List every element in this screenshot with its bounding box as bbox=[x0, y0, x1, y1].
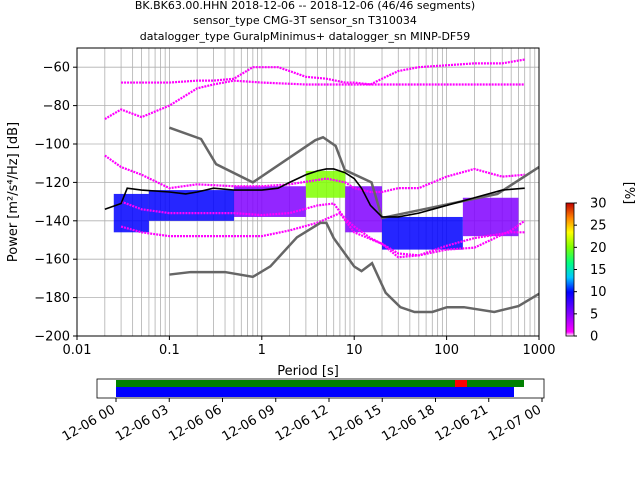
figure-subtitle-sensor: sensor_type CMG-3T sensor_sn T310034 bbox=[193, 14, 417, 27]
y-tick-label: −180 bbox=[34, 291, 70, 306]
percentile-curve bbox=[104, 154, 525, 194]
y-tick-label: −200 bbox=[34, 330, 70, 345]
nlnm-curve bbox=[169, 221, 540, 314]
y-tick-label: −80 bbox=[43, 99, 70, 114]
nhnm-curve bbox=[168, 126, 540, 220]
colorbar-tick-label: 0 bbox=[590, 330, 598, 345]
timeline-tick-label: 12-06 18 bbox=[379, 402, 437, 444]
x-tick-label: 1 bbox=[258, 343, 266, 358]
y-tick-label: −60 bbox=[43, 61, 70, 76]
y-tick-label: −120 bbox=[34, 176, 70, 191]
y-tick-label: −160 bbox=[34, 253, 70, 268]
colorbar-tick-label: 15 bbox=[590, 263, 607, 278]
psd-segments-bar bbox=[116, 387, 514, 397]
timeline-tick-label: 12-06 03 bbox=[113, 402, 171, 444]
psd-density-cell bbox=[462, 197, 519, 237]
psd-percentile-curves bbox=[104, 58, 526, 259]
colorbar-tick-label: 30 bbox=[590, 197, 607, 212]
colorbar-label: [%] bbox=[621, 182, 636, 205]
timeline-tick-label: 12-06 21 bbox=[433, 402, 491, 444]
x-axis-ticks: 0.01 0.1 1 10 100 1000 bbox=[63, 336, 556, 358]
colorbar bbox=[565, 202, 575, 337]
mode-curve bbox=[104, 168, 525, 218]
noise-models bbox=[168, 126, 540, 314]
y-axis-ticks: −200 −180 −160 −140 −120 −100 −80 −60 bbox=[34, 61, 77, 345]
psd-density-cell bbox=[148, 190, 234, 221]
colorbar-tick-label: 25 bbox=[590, 219, 607, 234]
y-tick-label: −140 bbox=[34, 214, 70, 229]
x-tick-label: 1000 bbox=[522, 343, 555, 358]
x-tick-label: 0.1 bbox=[159, 343, 180, 358]
psd-density-cell bbox=[305, 170, 346, 198]
gap-marker bbox=[455, 380, 467, 387]
colorbar-tick-label: 10 bbox=[590, 285, 607, 300]
timeline-tick-label: 12-06 06 bbox=[166, 402, 224, 444]
x-tick-label: 10 bbox=[346, 343, 363, 358]
timeline-tick-label: 12-07 00 bbox=[486, 402, 544, 444]
timeline-tick-label: 12-06 12 bbox=[273, 402, 331, 444]
psd-density-cell bbox=[113, 193, 149, 233]
timeline-tick-label: 12-06 00 bbox=[60, 402, 118, 444]
psd-plot-area: 0.01 0.1 1 10 100 1000 −200 −180 −160 −140 −120 −1… bbox=[34, 47, 556, 358]
coverage-bar bbox=[116, 380, 524, 387]
y-tick-label: −100 bbox=[34, 138, 70, 153]
colorbar-tick-label: 20 bbox=[590, 241, 607, 256]
figure-title: BK.BK63.00.HHN 2018-12-06 -- 2018-12-06 … bbox=[135, 0, 475, 12]
y-axis-label: Power [m²/s⁴/Hz] [dB] bbox=[6, 122, 21, 262]
timeline-tick-label: 12-06 15 bbox=[326, 402, 384, 444]
timeline-tick-label: 12-06 09 bbox=[220, 402, 278, 444]
colorbar-tick-label: 5 bbox=[590, 307, 598, 322]
x-axis-label: Period [s] bbox=[277, 364, 339, 379]
percentile-curve bbox=[120, 211, 525, 259]
figure-subtitle-datalogger: datalogger_type GuralpMinimus+ datalogge… bbox=[140, 30, 471, 43]
percentile-curve bbox=[121, 58, 525, 86]
plot-frame bbox=[76, 47, 540, 337]
percentile-curve bbox=[104, 79, 525, 120]
x-tick-label: 100 bbox=[434, 343, 459, 358]
mode-line bbox=[104, 168, 525, 218]
x-tick-label: 0.01 bbox=[63, 343, 92, 358]
colorbar-ticks: 0 5 10 15 20 25 30 bbox=[574, 197, 607, 345]
